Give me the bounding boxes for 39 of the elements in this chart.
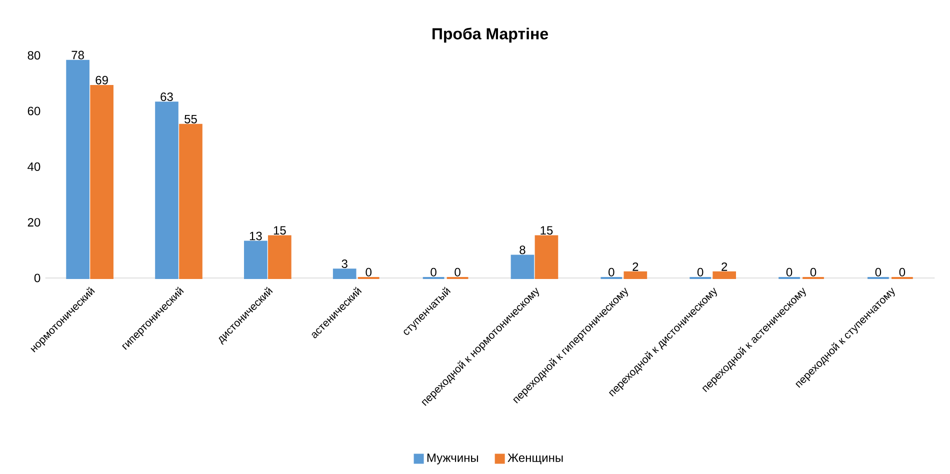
bar	[66, 60, 90, 279]
data-label: 13	[250, 232, 262, 240]
data-label: 0	[454, 268, 460, 276]
data-label: 0	[875, 268, 882, 276]
data-label: 8	[520, 246, 526, 254]
data-label: 3	[342, 260, 348, 268]
data-label: 2	[632, 262, 638, 271]
legend-label: Мужчины	[427, 454, 478, 464]
bar	[268, 235, 292, 279]
y-tick-label: 80	[28, 51, 40, 60]
data-label: 15	[274, 226, 286, 235]
y-tick-label: 40	[28, 162, 40, 171]
data-label: 0	[366, 268, 372, 276]
bar	[179, 124, 202, 279]
data-label: 0	[608, 268, 614, 276]
data-label: 0	[810, 268, 816, 276]
chart-title: Проба Мартіне	[432, 28, 548, 43]
bar	[712, 271, 736, 279]
data-label: 15	[540, 226, 553, 235]
data-label: 63	[160, 92, 173, 102]
bar	[534, 235, 558, 279]
bar	[90, 84, 114, 279]
bar	[624, 271, 648, 279]
y-tick-label: 0	[34, 274, 40, 282]
data-label: 2	[722, 262, 728, 271]
data-label: 78	[72, 50, 84, 60]
bar	[332, 268, 356, 279]
bar	[155, 102, 178, 279]
data-label: 55	[184, 114, 197, 124]
y-tick-label: 60	[28, 106, 40, 116]
bar	[510, 254, 534, 279]
data-label: 0	[786, 268, 792, 276]
data-label: 0	[899, 268, 906, 276]
bar	[244, 240, 268, 279]
legend-label: Женщины	[508, 454, 563, 464]
data-label: 0	[430, 268, 436, 276]
y-tick-label: 20	[28, 218, 40, 227]
data-label: 0	[697, 268, 704, 276]
data-label: 69	[96, 76, 108, 84]
